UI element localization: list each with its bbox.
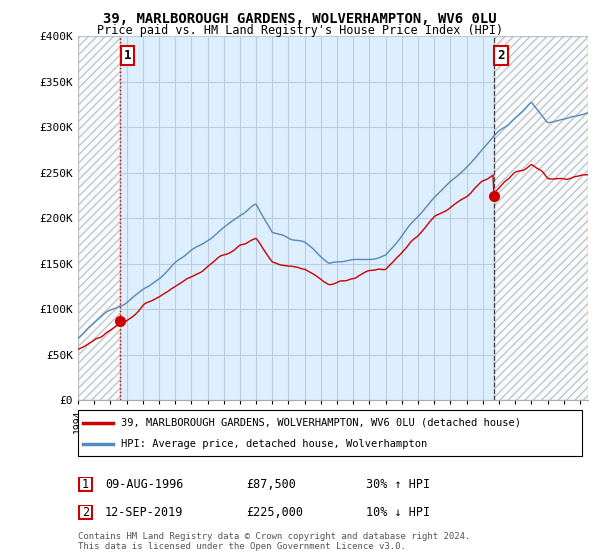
Text: This data is licensed under the Open Government Licence v3.0.: This data is licensed under the Open Gov… [78,542,406,551]
Text: 2: 2 [497,49,505,62]
Text: 30% ↑ HPI: 30% ↑ HPI [366,478,430,491]
Text: 2: 2 [82,506,89,519]
HPI: Average price, detached house, Wolverhampton: (2.01e+03, 1.58e+05): Average price, detached house, Wolverham… [378,253,385,260]
HPI: Average price, detached house, Wolverhampton: (2.01e+03, 1.58e+05): Average price, detached house, Wolverham… [317,253,324,260]
FancyBboxPatch shape [79,505,92,519]
39, MARLBOROUGH GARDENS, WOLVERHAMPTON, WV6 0LU (detached house) [320,278,327,284]
Text: 1: 1 [82,478,89,491]
Text: £225,000: £225,000 [246,506,303,519]
Text: 1: 1 [124,49,131,62]
Line: 39, MARLBOROUGH GARDENS, WOLVERHAMPTON, WV6 0LU (detached house): 39, MARLBOROUGH GARDENS, WOLVERHAMPTON, … [78,165,588,349]
39, MARLBOROUGH GARDENS, WOLVERHAMPTON, WV6 0LU (detached house) [317,276,324,282]
39, MARLBOROUGH GARDENS, WOLVERHAMPTON, WV6 0LU (detached house) [573,173,580,180]
Text: 12-SEP-2019: 12-SEP-2019 [105,506,184,519]
Line: HPI: Average price, detached house, Wolverhampton: HPI: Average price, detached house, Wolv… [78,102,588,338]
HPI: Average price, detached house, Wolverhampton: (2.02e+03, 2.93e+05): Average price, detached house, Wolverham… [493,130,500,137]
39, MARLBOROUGH GARDENS, WOLVERHAMPTON, WV6 0LU (detached house) [74,346,82,353]
HPI: Average price, detached house, Wolverhampton: (2.01e+03, 1.55e+05): Average price, detached house, Wolverham… [350,256,358,263]
39, MARLBOROUGH GARDENS, WOLVERHAMPTON, WV6 0LU (detached house) [350,275,358,282]
Text: 09-AUG-1996: 09-AUG-1996 [105,478,184,491]
Text: 39, MARLBOROUGH GARDENS, WOLVERHAMPTON, WV6 0LU: 39, MARLBOROUGH GARDENS, WOLVERHAMPTON, … [103,12,497,26]
HPI: Average price, detached house, Wolverhampton: (2.03e+03, 3.16e+05): Average price, detached house, Wolverham… [584,110,592,116]
HPI: Average price, detached house, Wolverhampton: (2.02e+03, 3.13e+05): Average price, detached house, Wolverham… [573,113,580,119]
FancyBboxPatch shape [79,477,92,491]
39, MARLBOROUGH GARDENS, WOLVERHAMPTON, WV6 0LU (detached house) [584,171,592,178]
FancyBboxPatch shape [78,410,582,456]
Text: 39, MARLBOROUGH GARDENS, WOLVERHAMPTON, WV6 0LU (detached house): 39, MARLBOROUGH GARDENS, WOLVERHAMPTON, … [121,418,521,428]
Bar [78,36,121,400]
Text: HPI: Average price, detached house, Wolverhampton: HPI: Average price, detached house, Wolv… [121,439,427,449]
Bar [494,36,588,400]
HPI: Average price, detached house, Wolverhampton: (2.02e+03, 3.27e+05): Average price, detached house, Wolverham… [527,99,535,106]
39, MARLBOROUGH GARDENS, WOLVERHAMPTON, WV6 0LU (detached house) [378,266,385,273]
Text: Contains HM Land Registry data © Crown copyright and database right 2024.: Contains HM Land Registry data © Crown c… [78,532,470,541]
39, MARLBOROUGH GARDENS, WOLVERHAMPTON, WV6 0LU (detached house) [493,188,500,194]
Text: Price paid vs. HM Land Registry's House Price Index (HPI): Price paid vs. HM Land Registry's House … [97,24,503,37]
HPI: Average price, detached house, Wolverhampton: (2.01e+03, 1.55e+05): Average price, detached house, Wolverham… [320,256,327,263]
Text: £87,500: £87,500 [246,478,296,491]
Text: 10% ↓ HPI: 10% ↓ HPI [366,506,430,519]
39, MARLBOROUGH GARDENS, WOLVERHAMPTON, WV6 0LU (detached house) [528,161,535,168]
HPI: Average price, detached house, Wolverhampton: (1.99e+03, 6.81e+04): Average price, detached house, Wolverham… [74,335,82,342]
